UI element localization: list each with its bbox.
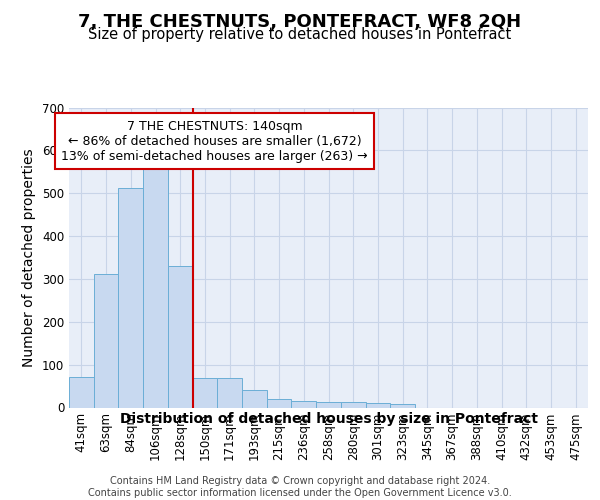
Bar [267, 399, 292, 407]
Text: Contains HM Land Registry data © Crown copyright and database right 2024.
Contai: Contains HM Land Registry data © Crown c… [88, 476, 512, 498]
Bar [316, 402, 341, 407]
Bar [193, 378, 217, 408]
Bar [242, 390, 267, 407]
Bar [69, 376, 94, 408]
Bar [118, 188, 143, 408]
Bar [94, 274, 118, 407]
Bar [292, 401, 316, 407]
Text: Size of property relative to detached houses in Pontefract: Size of property relative to detached ho… [88, 28, 512, 42]
Text: 7 THE CHESTNUTS: 140sqm
← 86% of detached houses are smaller (1,672)
13% of semi: 7 THE CHESTNUTS: 140sqm ← 86% of detache… [61, 120, 368, 162]
Bar [341, 402, 365, 407]
Bar [168, 266, 193, 408]
Text: 7, THE CHESTNUTS, PONTEFRACT, WF8 2QH: 7, THE CHESTNUTS, PONTEFRACT, WF8 2QH [79, 12, 521, 30]
Bar [365, 403, 390, 407]
Bar [390, 404, 415, 407]
Bar [217, 378, 242, 408]
Bar [143, 160, 168, 408]
Y-axis label: Number of detached properties: Number of detached properties [22, 148, 37, 367]
Text: Distribution of detached houses by size in Pontefract: Distribution of detached houses by size … [120, 412, 538, 426]
